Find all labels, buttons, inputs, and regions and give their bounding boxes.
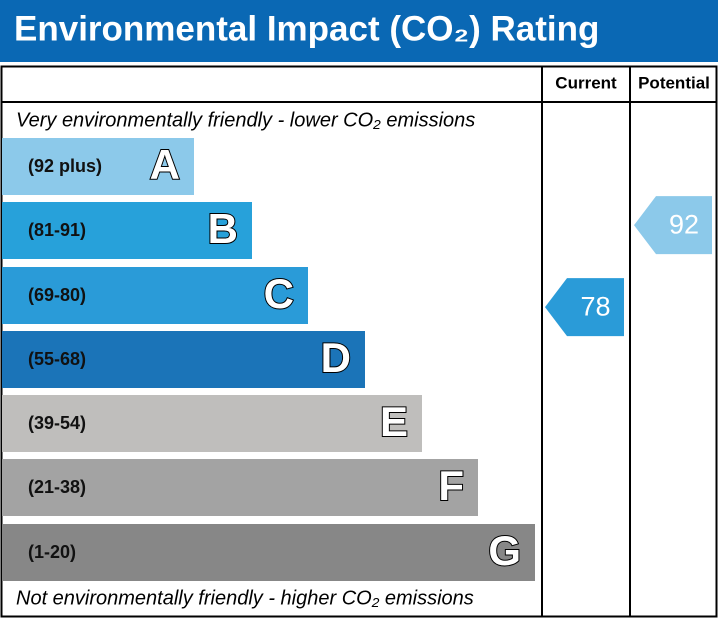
band-range: (21-38) [28, 477, 86, 497]
title-bar [0, 0, 718, 62]
band-bar [2, 267, 308, 324]
band-letter: E [380, 398, 408, 445]
band-bar [2, 524, 535, 581]
chart-title: Environmental Impact (CO₂) Rating [14, 9, 599, 48]
bottom-note: Not environmentally friendly - higher CO… [16, 587, 474, 609]
band-bar [2, 202, 252, 259]
band-letter: F [438, 462, 464, 509]
band-letter: G [488, 527, 521, 574]
top-note: Very environmentally friendly - lower CO… [16, 109, 475, 131]
rating-arrow [634, 196, 712, 255]
band-letter: B [208, 205, 238, 252]
rating-value: 92 [669, 209, 699, 239]
table-border [0, 65, 718, 618]
band-range: (69-80) [28, 285, 86, 305]
column-header: Current [555, 73, 617, 92]
rating-arrow [545, 278, 624, 337]
band-range: (39-54) [28, 413, 86, 433]
band-bar [2, 138, 194, 195]
band-range: (81-91) [28, 220, 86, 240]
rating-value: 78 [580, 291, 610, 321]
band-range: (92 plus) [28, 156, 102, 176]
band-range: (1-20) [28, 542, 76, 562]
band-letter: A [150, 141, 180, 188]
band-range: (55-68) [28, 349, 86, 369]
band-bar [2, 331, 365, 388]
band-bar [2, 395, 422, 452]
column-header: Potential [638, 73, 710, 92]
band-letter: C [264, 270, 294, 317]
band-letter: D [321, 334, 351, 381]
band-bar [2, 459, 478, 516]
